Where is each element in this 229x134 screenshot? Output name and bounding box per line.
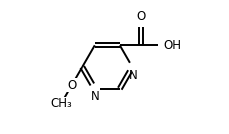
Text: O: O xyxy=(136,10,145,23)
Text: OH: OH xyxy=(163,39,181,52)
Text: O: O xyxy=(67,79,76,92)
Text: N: N xyxy=(90,90,99,103)
Text: N: N xyxy=(129,69,137,82)
Text: CH₃: CH₃ xyxy=(51,97,72,110)
